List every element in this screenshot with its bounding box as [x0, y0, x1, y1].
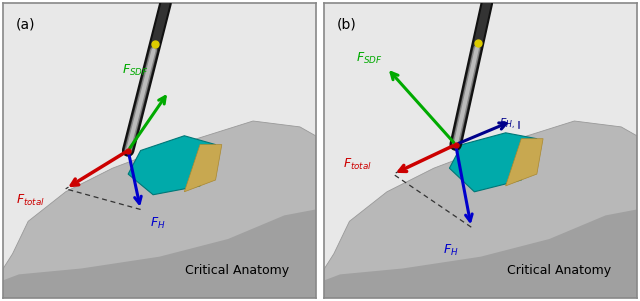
Polygon shape: [324, 209, 637, 298]
Polygon shape: [506, 139, 543, 186]
Text: $F_{total}$: $F_{total}$: [343, 157, 372, 172]
Text: $F_H$: $F_H$: [443, 243, 459, 258]
Polygon shape: [3, 121, 316, 298]
Text: Critical Anatomy: Critical Anatomy: [186, 264, 289, 277]
Text: Critical Anatomy: Critical Anatomy: [507, 264, 611, 277]
Polygon shape: [3, 3, 316, 298]
Text: $F_{H,\parallel}$: $F_{H,\parallel}$: [499, 116, 522, 133]
Text: $F_H$: $F_H$: [150, 216, 166, 231]
Polygon shape: [324, 121, 637, 298]
Polygon shape: [184, 144, 222, 192]
Polygon shape: [128, 136, 216, 195]
Text: $F_{total}$: $F_{total}$: [16, 193, 45, 208]
Polygon shape: [449, 133, 537, 192]
Polygon shape: [324, 3, 637, 298]
Text: (a): (a): [16, 18, 35, 32]
Text: $F_{SDF}$: $F_{SDF}$: [356, 51, 382, 66]
Text: $F_{SDF}$: $F_{SDF}$: [122, 63, 148, 78]
Polygon shape: [3, 209, 316, 298]
Text: (b): (b): [337, 18, 356, 32]
